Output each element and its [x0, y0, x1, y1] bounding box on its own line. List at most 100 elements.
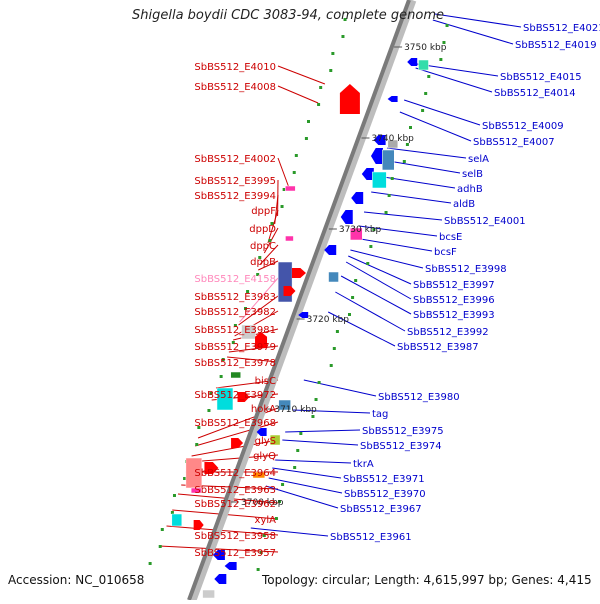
- tick-mark-left: [341, 35, 344, 38]
- gene-label-right: bcsE: [439, 232, 462, 243]
- gene-label-left: bisC: [255, 376, 276, 387]
- tick-mark-right: [366, 262, 369, 265]
- gene-label-left: SbBS512_E3979: [194, 342, 276, 353]
- gene-label-left: SbBS512_E3968: [194, 418, 276, 429]
- gene-label-right: SbBS512_E3996: [413, 295, 495, 306]
- gene-label-right: SbBS512_E3961: [330, 532, 412, 543]
- gene-label-left: SbBS512_E3978: [194, 358, 276, 369]
- gene-label-right: SbBS512_E3967: [340, 504, 422, 515]
- gene-label-left: dppC: [250, 241, 276, 252]
- tick-mark-right: [385, 211, 388, 214]
- tick-mark-left: [161, 528, 164, 531]
- gene-label-right: tkrA: [353, 459, 374, 470]
- accession-text: Accession: NC_010658: [8, 573, 144, 587]
- gene-box: [419, 60, 429, 70]
- gene-arrow-reverse: [371, 148, 383, 164]
- gene-label-right: SbBS512_E4021: [523, 23, 600, 34]
- tick-mark-right: [333, 347, 336, 350]
- tick-mark-left: [295, 154, 298, 157]
- map-title: Shigella boydii CDC 3083-94, complete ge…: [132, 8, 472, 23]
- tick-mark-right: [369, 245, 372, 248]
- gene-label-left: SbBS512_E3958: [194, 531, 276, 542]
- leader-line-right: [355, 238, 432, 251]
- gene-label-right: SbBS512_E3980: [378, 392, 460, 403]
- gene-label-right: selB: [462, 169, 483, 180]
- gene-label-left: glyQ: [253, 451, 276, 462]
- gene-label-right: SbBS512_E3993: [413, 310, 495, 321]
- gene-label-right: SbBS512_E3971: [343, 474, 425, 485]
- gene-arrow-reverse: [362, 168, 374, 180]
- leader-line-right: [416, 68, 492, 92]
- scale-label: 3710 kbp: [274, 405, 317, 415]
- gene-label-left: SbBS512_E3972: [194, 390, 276, 401]
- tick-mark-right: [409, 126, 412, 129]
- scale-label: 3720 kbp: [307, 315, 350, 325]
- tick-mark-right: [424, 92, 427, 95]
- gene-box: [203, 590, 215, 598]
- gene-label-right: SbBS512_E4015: [500, 72, 582, 83]
- gene-label-right: aldB: [453, 199, 475, 210]
- gene-box: [329, 272, 339, 282]
- tick-mark-left: [195, 443, 198, 446]
- leader-line-right: [269, 478, 342, 493]
- tick-mark-left: [207, 409, 210, 412]
- tick-mark-right: [318, 381, 321, 384]
- leader-line-right: [275, 460, 351, 463]
- tick-mark-right: [391, 177, 394, 180]
- gene-label-right: SbBS512_E3975: [362, 426, 444, 437]
- tick-mark-right: [257, 568, 260, 571]
- leader-line-right: [341, 276, 411, 314]
- gene-label-right: adhB: [457, 184, 483, 195]
- gene-label-left: SbBS512_E4002: [194, 154, 276, 165]
- tick-mark-left: [293, 171, 296, 174]
- gene-label-left: SbBS512_E4158: [194, 274, 276, 285]
- tick-mark-right: [421, 109, 424, 112]
- gene-label-left: dppD: [249, 224, 276, 235]
- gene-label-left: glyS: [255, 436, 276, 447]
- tick-mark-left: [329, 69, 332, 72]
- scale-label: 3740 kbp: [371, 134, 414, 144]
- gene-label-left: SbBS512_E3995: [194, 176, 276, 187]
- tick-mark-left: [220, 375, 223, 378]
- gene-label-left: xylA: [255, 515, 277, 526]
- gene-box: [382, 150, 394, 170]
- gene-label-right: tag: [372, 409, 388, 420]
- leader-line-right: [404, 100, 480, 125]
- leader-line-right: [304, 380, 376, 396]
- gene-label-left: SbBS512_E3982: [194, 307, 276, 318]
- leader-line-right: [285, 430, 360, 432]
- tick-mark-right: [446, 24, 449, 27]
- gene-arrow-reverse: [214, 574, 226, 584]
- gene-label-left: SbBS512_E3957: [194, 548, 276, 559]
- tick-mark-right: [315, 398, 318, 401]
- gene-label-right: SbBS512_E3997: [413, 280, 495, 291]
- gene-arrow-reverse: [388, 96, 398, 102]
- gene-label-right: SbBS512_E3992: [407, 327, 489, 338]
- gene-label-right: SbBS512_E3998: [425, 264, 507, 275]
- gene-label-right: selA: [468, 154, 489, 165]
- gene-arrow-reverse: [351, 192, 363, 204]
- tick-mark-right: [403, 160, 406, 163]
- gene-box: [172, 514, 182, 526]
- tick-mark-left: [319, 86, 322, 89]
- tick-mark-right: [351, 296, 354, 299]
- gene-label-right: SbBS512_E4001: [444, 216, 526, 227]
- scale-label: 3730 kbp: [339, 225, 382, 235]
- gene-arrow-reverse: [225, 562, 237, 570]
- tick-mark-left: [281, 205, 284, 208]
- gene-label-right: SbBS512_E4019: [515, 40, 597, 51]
- tick-mark-right: [281, 483, 284, 486]
- gene-label-right: SbBS512_E4014: [494, 88, 576, 99]
- leader-line-left: [278, 158, 288, 186]
- gene-arrow-forward: [284, 286, 296, 296]
- tick-mark-left: [173, 494, 176, 497]
- tick-mark-right: [293, 466, 296, 469]
- gene-label-left: SbBS512_E3962: [194, 499, 276, 510]
- leader-line-right: [387, 148, 466, 158]
- gene-label-left: dppB: [250, 257, 276, 268]
- tick-mark-left: [305, 137, 308, 140]
- topology-text: Topology: circular; Length: 4,615,997 bp…: [262, 573, 592, 587]
- tick-mark-left: [183, 477, 186, 480]
